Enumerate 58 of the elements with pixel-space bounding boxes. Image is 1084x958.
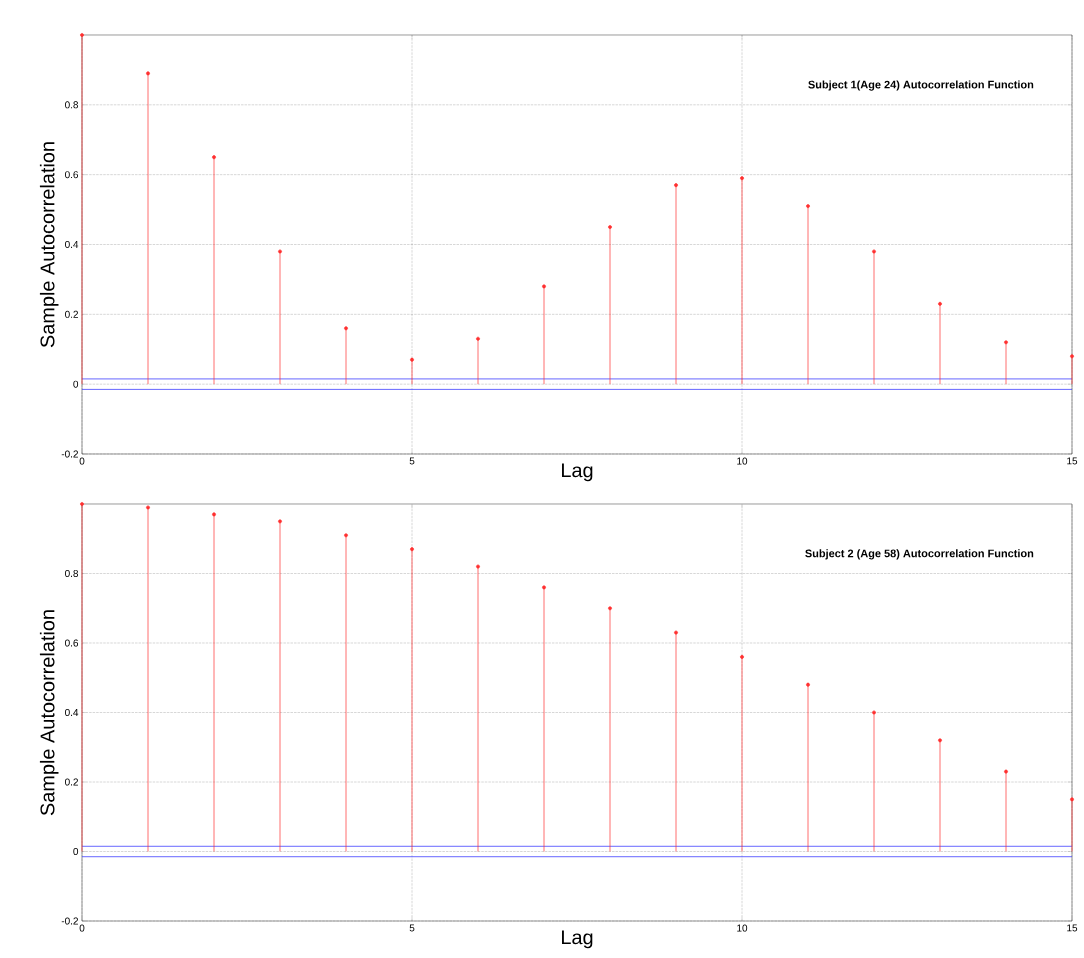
- x-axis-title: Lag: [562, 930, 593, 949]
- y-axis-title: Sample Autocorrelation: [39, 142, 59, 348]
- point: [608, 225, 612, 229]
- y-tick-label: -0.2: [61, 917, 78, 925]
- point: [806, 682, 810, 687]
- y-tick-label: 0.6: [65, 171, 79, 179]
- y-tick-label: 0: [73, 380, 79, 388]
- point: [212, 155, 216, 160]
- annotation: Subject 2 (Age 58) Autocorrelation Function: [805, 549, 1034, 560]
- point: [806, 204, 810, 209]
- point: [938, 738, 942, 743]
- point: [278, 519, 282, 524]
- point: [410, 357, 414, 362]
- x-tick-label: 0: [79, 924, 85, 932]
- point: [344, 533, 348, 538]
- point: [80, 33, 84, 37]
- point: [542, 284, 546, 289]
- y-tick-label: -0.2: [61, 450, 78, 458]
- point: [1004, 340, 1008, 345]
- point: [674, 183, 678, 188]
- y-tick-label: 0.6: [65, 639, 79, 647]
- point: [674, 630, 678, 635]
- x-tick-label: 0: [79, 457, 85, 465]
- point: [872, 249, 876, 254]
- point: [1070, 797, 1074, 802]
- point: [476, 564, 480, 569]
- y-tick-label: 0.8: [65, 569, 79, 578]
- point: [212, 512, 216, 517]
- point: [608, 606, 612, 611]
- point: [1004, 769, 1008, 774]
- y-axis-title: Sample Autocorrelation: [39, 610, 59, 816]
- y-tick-label: 0: [73, 847, 79, 856]
- y-tick-label: 0.4: [65, 240, 79, 249]
- x-tick-label: 5: [409, 457, 415, 465]
- x-axis-title: Lag: [562, 463, 593, 482]
- point: [740, 176, 744, 181]
- point: [740, 654, 744, 659]
- point: [278, 249, 282, 254]
- annotation: Subject 1(Age 24) Autocorrelation Function: [808, 80, 1034, 91]
- point: [344, 326, 348, 331]
- x-tick-label: 5: [409, 924, 415, 932]
- point: [1070, 354, 1074, 359]
- point: [938, 301, 942, 306]
- x-tick-label: 15: [1067, 457, 1078, 465]
- x-tick-label: 15: [1067, 924, 1078, 932]
- y-tick-label: 0.4: [65, 708, 79, 717]
- point: [410, 547, 414, 552]
- y-tick-label: 0.2: [65, 310, 78, 318]
- y-tick-label: 0.8: [65, 101, 79, 109]
- y-tick-label: 0.2: [65, 778, 78, 786]
- x-tick-label: 10: [737, 457, 748, 465]
- point: [476, 336, 480, 341]
- x-tick-label: 10: [737, 924, 748, 932]
- point: [80, 502, 84, 506]
- point: [542, 585, 546, 590]
- point: [872, 710, 876, 715]
- point: [146, 505, 150, 510]
- point: [146, 71, 150, 76]
